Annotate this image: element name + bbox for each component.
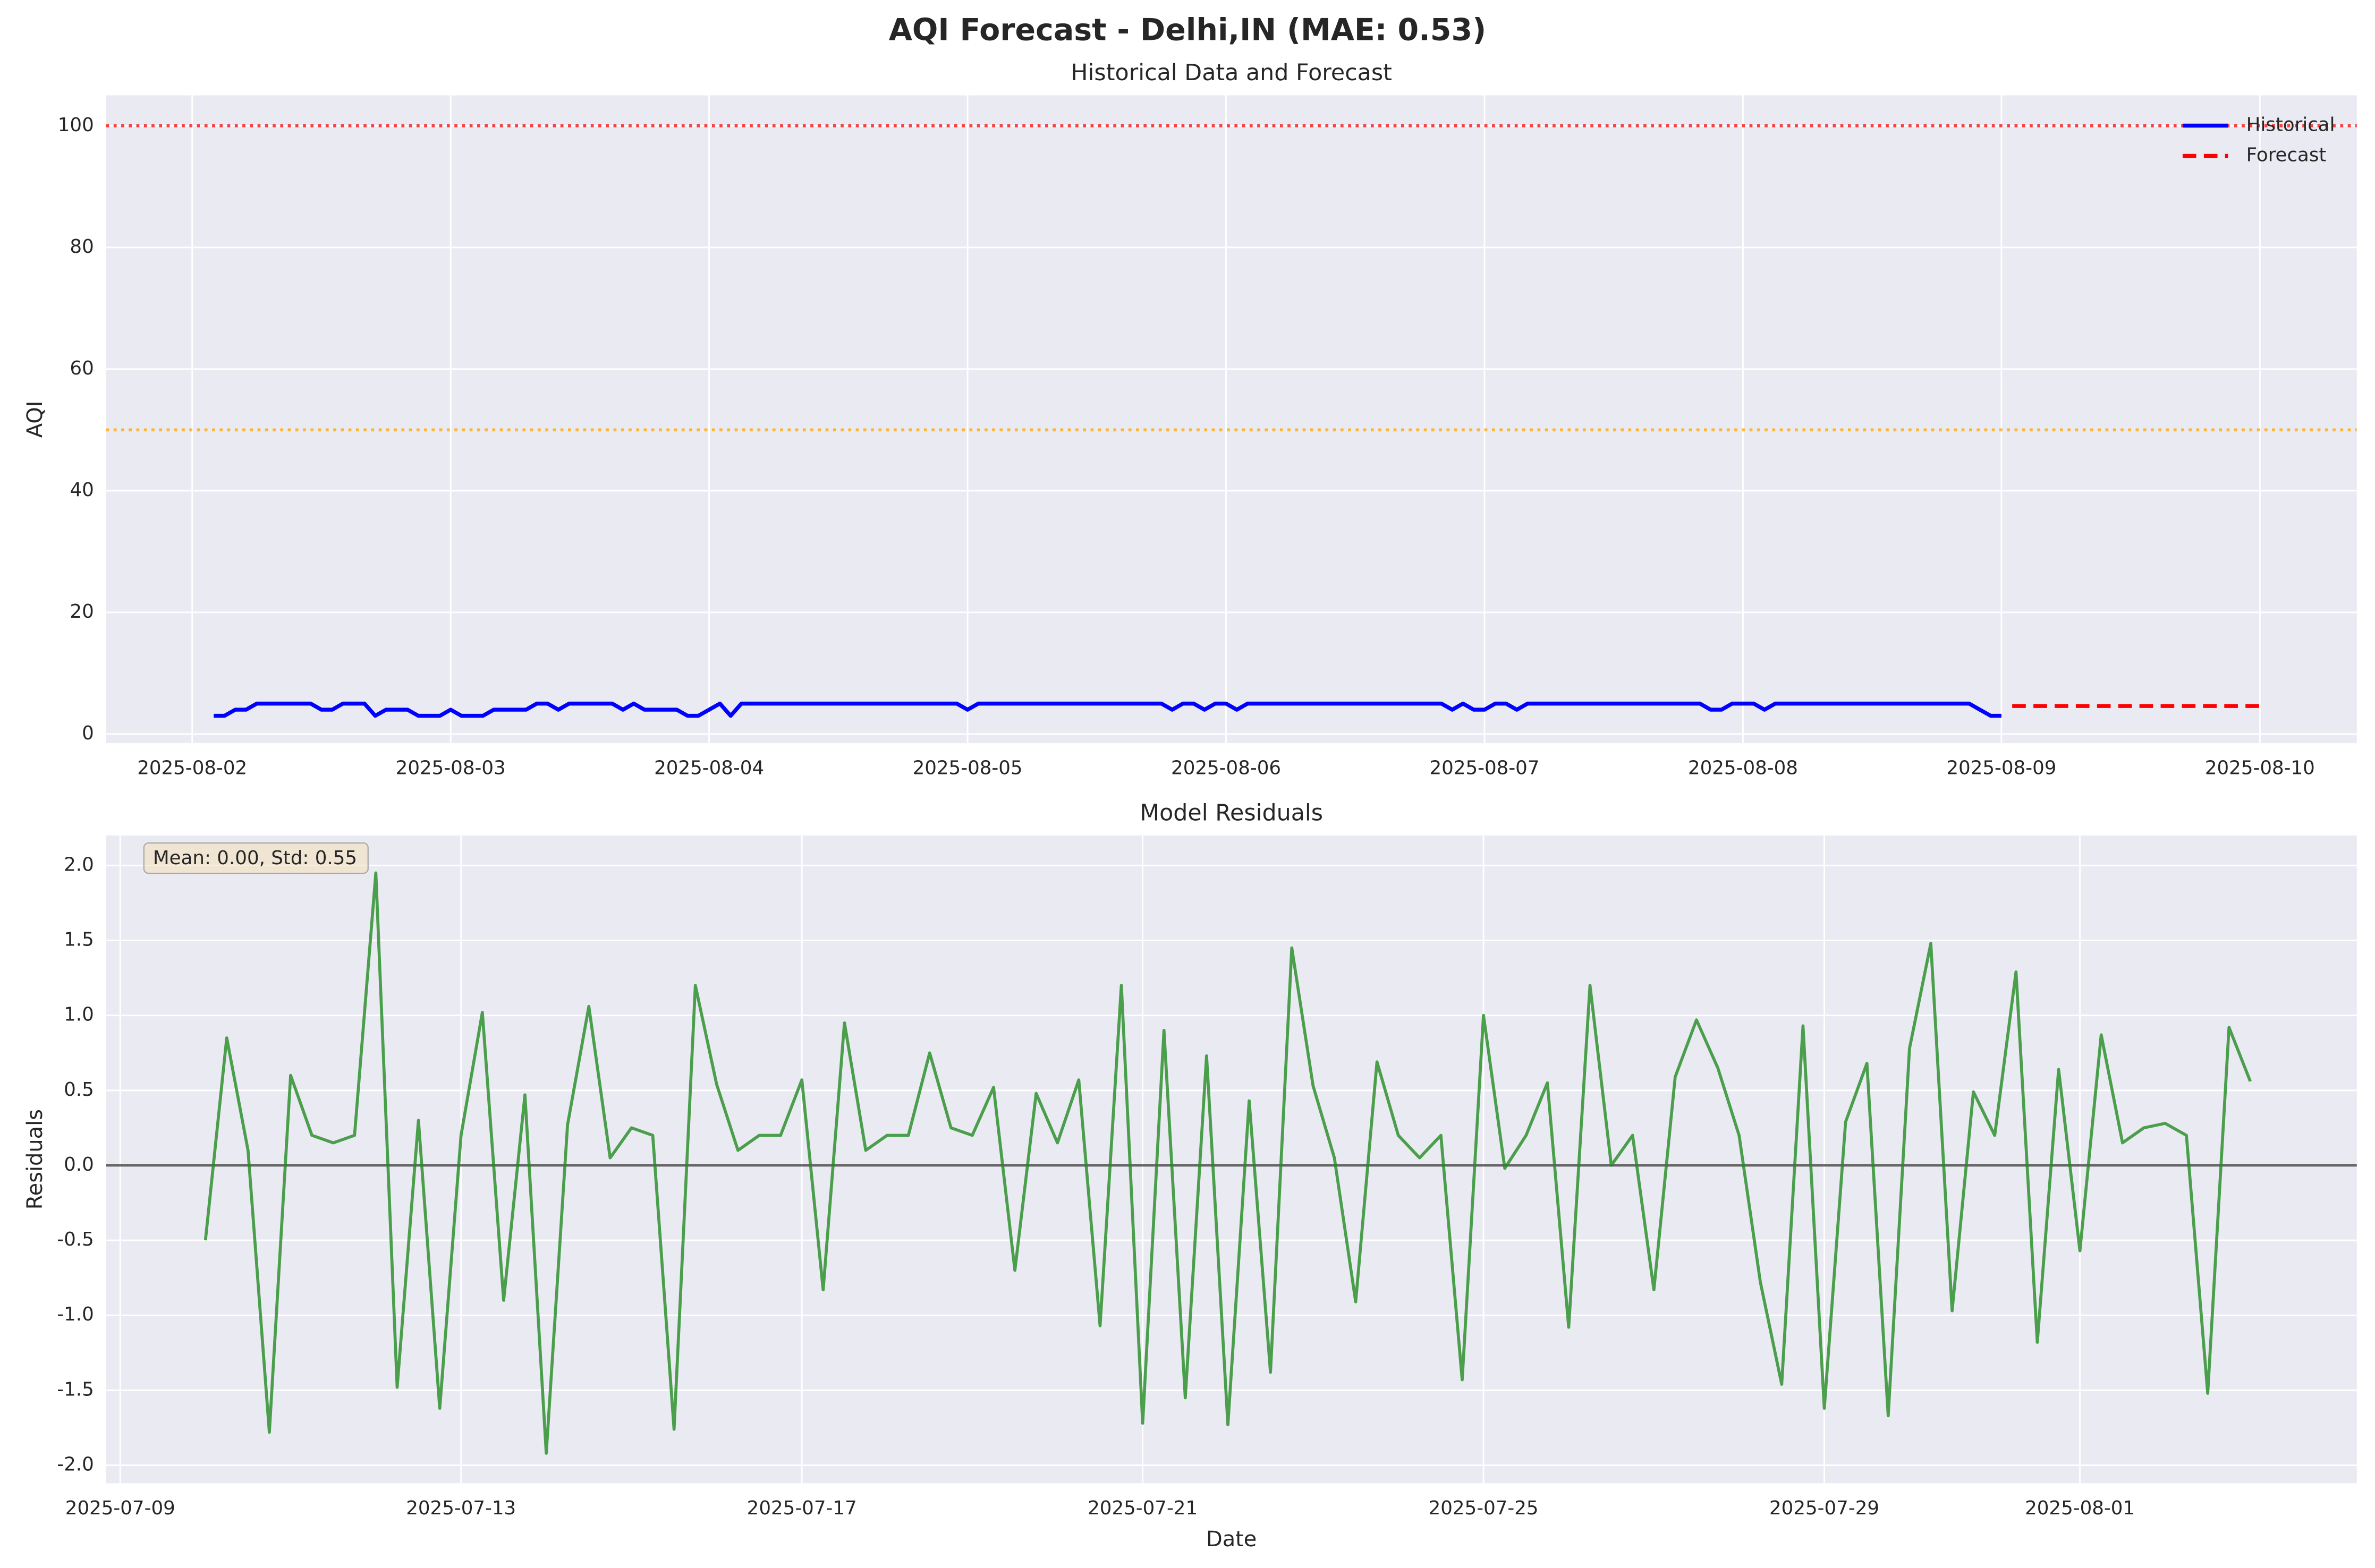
y-tick-label: 100 <box>58 114 94 136</box>
x-tick-label: 2025-08-02 <box>137 757 247 779</box>
data-line <box>214 701 2001 718</box>
y-tick-label: -1.5 <box>57 1378 94 1400</box>
x-tick-label: 2025-08-03 <box>396 757 506 779</box>
x-tick-label: 2025-08-10 <box>2205 757 2315 779</box>
axes-title: Historical Data and Forecast <box>1071 59 1392 86</box>
y-tick-label: 20 <box>70 601 94 623</box>
y-tick-label: 80 <box>70 236 94 258</box>
x-tick-label: 2025-07-17 <box>747 1497 857 1519</box>
x-tick-label: 2025-07-09 <box>65 1497 175 1519</box>
y-tick-label: 0 <box>82 722 94 744</box>
x-tick-label: 2025-07-21 <box>1088 1497 1198 1519</box>
y-tick-label: -1.0 <box>57 1303 94 1325</box>
x-tick-label: 2025-08-06 <box>1171 757 1281 779</box>
y-tick-label: 0.0 <box>64 1154 94 1175</box>
plot-background <box>106 95 2357 744</box>
axes-title: Model Residuals <box>1140 799 1323 826</box>
x-tick-label: 2025-07-13 <box>406 1497 516 1519</box>
x-tick-label: 2025-08-08 <box>1688 757 1798 779</box>
y-tick-label: 0.5 <box>64 1079 94 1101</box>
y-axis-label: Residuals <box>23 1109 47 1209</box>
x-tick-label: 2025-08-01 <box>2025 1497 2135 1519</box>
x-axis-label: Date <box>1206 1527 1257 1552</box>
y-tick-label: 1.0 <box>64 1004 94 1026</box>
figure-title: AQI Forecast - Delhi,IN (MAE: 0.53) <box>889 12 1486 47</box>
x-tick-label: 2025-08-05 <box>913 757 1023 779</box>
x-tick-label: 2025-07-25 <box>1429 1497 1539 1519</box>
data-line <box>203 871 2252 1455</box>
y-tick-label: 1.5 <box>64 928 94 950</box>
x-tick-label: 2025-08-04 <box>654 757 764 779</box>
y-tick-label: -0.5 <box>57 1229 94 1250</box>
legend-label: Forecast <box>2246 144 2327 166</box>
x-tick-label: 2025-08-07 <box>1429 757 1539 779</box>
legend-label: Historical <box>2246 114 2335 136</box>
y-tick-label: 2.0 <box>64 854 94 875</box>
y-tick-label: 60 <box>70 357 94 379</box>
y-tick-label: 40 <box>70 479 94 501</box>
x-tick-label: 2025-08-09 <box>1946 757 2056 779</box>
y-tick-label: -2.0 <box>57 1454 94 1476</box>
x-tick-label: 2025-07-29 <box>1769 1497 1879 1519</box>
annotation-box <box>143 842 369 874</box>
y-axis-label: AQI <box>23 400 47 438</box>
annotation: Mean: 0.00, Std: 0.55 <box>153 847 357 869</box>
